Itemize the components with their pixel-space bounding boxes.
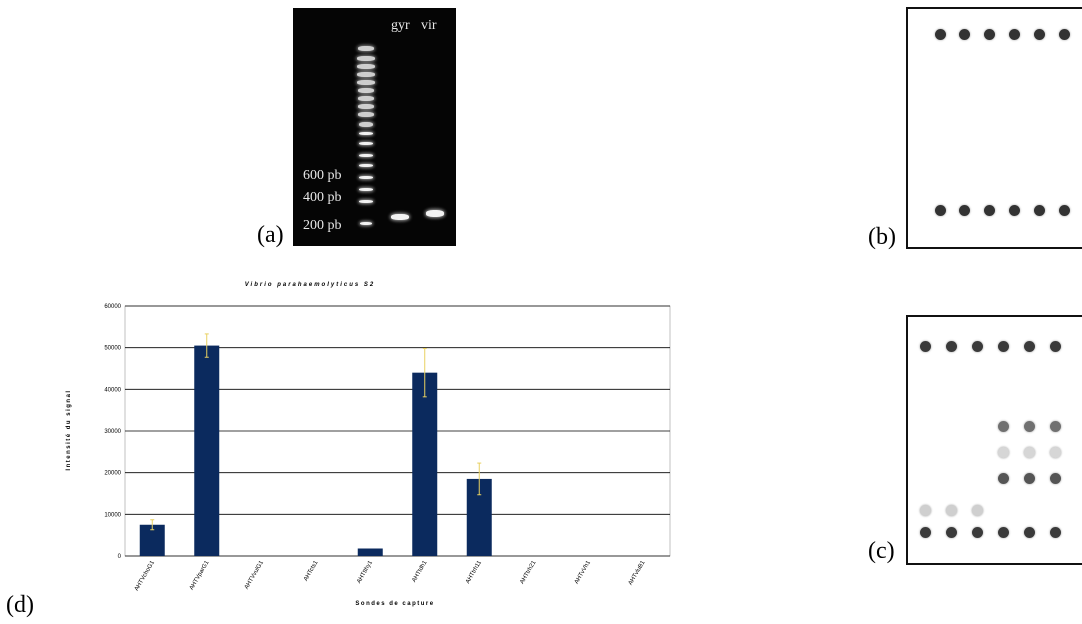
blot-dot <box>984 29 995 40</box>
blot-dot <box>920 527 931 538</box>
blot-dot <box>1024 447 1035 458</box>
blot-dot <box>1034 205 1045 216</box>
ladder-band <box>359 122 373 127</box>
blot-dot <box>998 421 1009 432</box>
blot-dot <box>920 505 931 516</box>
blot-dot <box>1024 421 1035 432</box>
blot-dot <box>935 205 946 216</box>
bar <box>412 372 438 556</box>
x-axis-title: Sondes de capture <box>355 601 434 607</box>
blot-dot <box>1059 29 1070 40</box>
blot-dot <box>972 505 983 516</box>
ladder-band <box>359 200 373 203</box>
blot-dot <box>959 29 970 40</box>
blot-dot <box>1050 447 1061 458</box>
ladder-band <box>359 132 373 135</box>
y-axis-title: Intensité du signal <box>66 389 72 470</box>
ladder-label-400: 400 pb <box>303 190 342 205</box>
x-tick-label: AHTtIhy1 <box>356 559 374 584</box>
blot-dot <box>1009 29 1020 40</box>
blot-dot <box>920 341 931 352</box>
blot-dot <box>984 205 995 216</box>
ladder-band <box>358 104 374 109</box>
x-labels-layer: AHTVchoG1 AHTVparG1 AHTVvulG1 AHTcts1 AHTtIh… <box>134 559 647 592</box>
ladder-band <box>358 96 374 101</box>
y-tick-label: 60000 <box>104 304 121 310</box>
ladder-band <box>359 142 373 145</box>
blot-dot <box>946 505 957 516</box>
x-tick-label: AHTvVh1 <box>574 559 592 585</box>
x-tick-label: AHTtrh21 <box>519 559 537 585</box>
panel-label-a: (a) <box>257 222 284 248</box>
ladder-band <box>359 188 373 191</box>
blot-c <box>906 315 1082 565</box>
y-tick-label: 20000 <box>104 471 121 477</box>
blot-dot <box>1024 341 1035 352</box>
ladder-band <box>358 88 374 93</box>
y-tick-label: 0 <box>118 554 122 560</box>
blot-dot <box>1050 421 1061 432</box>
ladder-band <box>357 80 375 85</box>
blot-dot <box>1050 473 1061 484</box>
blot-dot <box>946 341 957 352</box>
blot-dot <box>998 447 1009 458</box>
ladder-band <box>357 56 375 61</box>
ladder-label-600: 600 pb <box>303 168 342 183</box>
ladder-band <box>358 112 374 117</box>
y-tick-label: 50000 <box>104 346 121 352</box>
y-tick-label: 10000 <box>104 512 121 518</box>
blot-dot <box>998 473 1009 484</box>
vir-band <box>426 210 444 217</box>
blot-dot <box>1034 29 1045 40</box>
ladder-band <box>357 72 375 77</box>
ladder-band <box>357 64 375 69</box>
ladder-label-200: 200 pb <box>303 218 342 233</box>
blot-dot <box>1009 205 1020 216</box>
gel-image: gyr vir 600 pb 400 pb 200 pb <box>293 8 456 246</box>
ladder-band <box>359 176 373 179</box>
bar-chart: Vibrio parahaemolyticus S2 0 10000 20000 30… <box>66 282 671 607</box>
lane-label-vir: vir <box>421 18 437 33</box>
bars-layer <box>139 333 492 556</box>
panel-label-d: (d) <box>6 592 34 618</box>
blot-dot <box>946 527 957 538</box>
x-tick-label: AHTcts1 <box>303 559 320 582</box>
blot-dot <box>1024 473 1035 484</box>
ladder-band <box>358 46 374 51</box>
x-tick-label: AHTtdh1 <box>411 559 428 583</box>
ladder-band <box>359 154 373 157</box>
ladder-band <box>360 222 372 225</box>
gyr-band <box>391 214 409 220</box>
blot-dot <box>959 205 970 216</box>
y-tick-label: 30000 <box>104 429 121 435</box>
blot-dot <box>935 29 946 40</box>
lane-label-gyr: gyr <box>391 18 410 33</box>
blot-dot <box>1059 205 1070 216</box>
grid-layer: 0 10000 20000 30000 40000 50000 60000 <box>104 304 671 560</box>
blot-dot <box>998 341 1009 352</box>
panel-label-b: (b) <box>868 224 896 250</box>
chart-title: Vibrio parahaemolyticus S2 <box>245 282 375 288</box>
blot-b <box>906 7 1082 249</box>
panel-label-c: (c) <box>868 538 895 564</box>
blot-dot <box>998 527 1009 538</box>
blot-dot <box>972 341 983 352</box>
blot-dot <box>1050 341 1061 352</box>
y-tick-label: 40000 <box>104 387 121 393</box>
blot-dot <box>1050 527 1061 538</box>
x-tick-label: AHTVchoG1 <box>134 559 156 592</box>
x-tick-label: AHTtrh11 <box>465 559 483 584</box>
x-tick-label: AHTVparG1 <box>189 559 211 591</box>
x-tick-label: AHTVvulG1 <box>244 559 265 590</box>
x-tick-label: AHTvluB1 <box>628 559 647 586</box>
ladder-band <box>359 164 373 167</box>
bar <box>357 548 383 556</box>
bar <box>194 345 220 556</box>
blot-dot <box>1024 527 1035 538</box>
blot-dot <box>972 527 983 538</box>
